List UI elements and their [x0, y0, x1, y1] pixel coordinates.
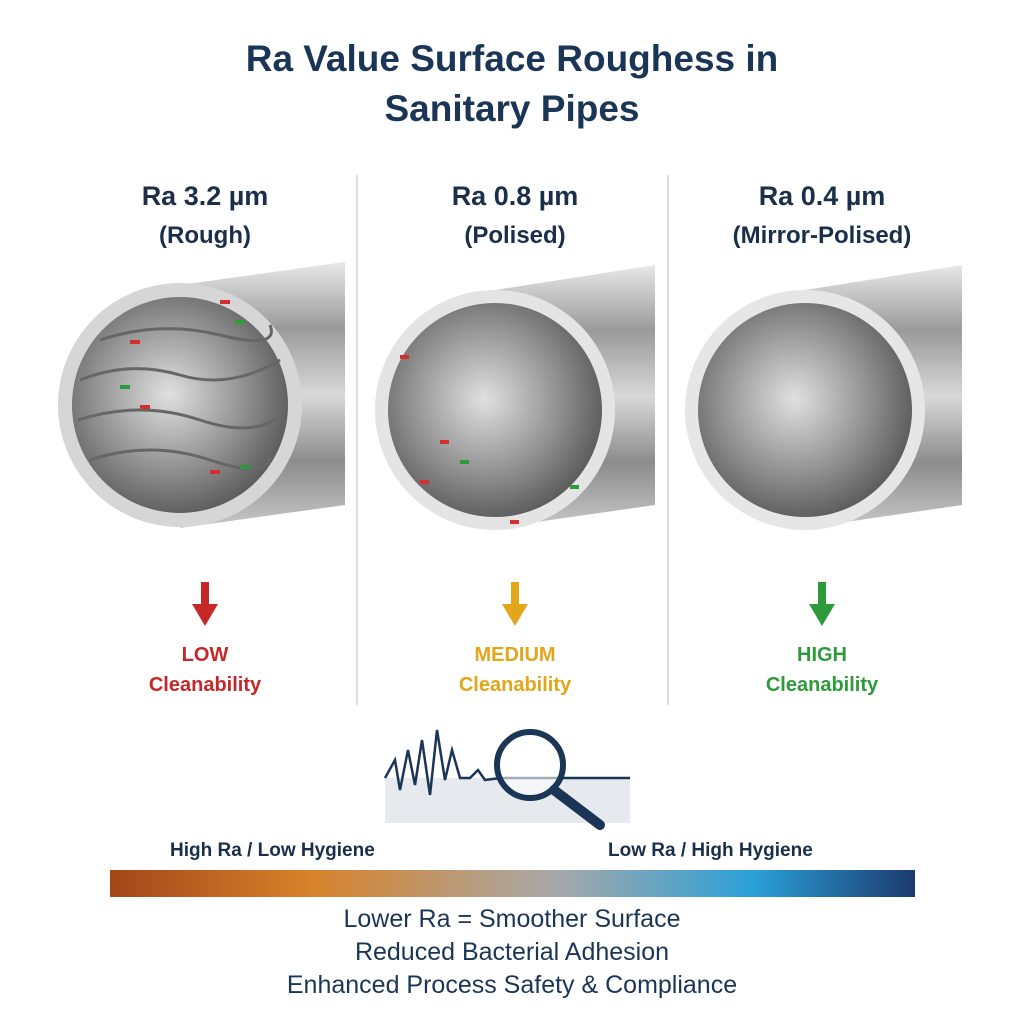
- pipe-rough: [58, 262, 345, 528]
- scale-right-label: Low Ra / High Hygiene: [608, 840, 813, 861]
- panel-subheading: (Rough): [159, 222, 251, 249]
- panel-heading: Ra 3.2 µm: [141, 181, 269, 211]
- roughness-icon: [383, 729, 630, 830]
- cleanability-caption: Cleanability: [765, 674, 879, 696]
- cleanability-level: MEDIUM: [474, 644, 556, 666]
- cleanability-level: HIGH: [797, 644, 847, 666]
- footer-line: Enhanced Process Safety & Compliance: [286, 971, 738, 999]
- cleanability-level: LOW: [181, 644, 229, 666]
- footer-line: Reduced Bacterial Adhesion: [354, 938, 670, 966]
- footer-line: Lower Ra = Smoother Surface: [343, 905, 681, 933]
- cleanability-caption: Cleanability: [458, 674, 572, 696]
- title: Ra Value Surface Roughess in Sanitary Pi…: [245, 38, 779, 129]
- hygiene-scale: [110, 870, 915, 897]
- scale-left-label: High Ra / Low Hygiene: [170, 840, 375, 861]
- pipe-mirror: [685, 265, 962, 530]
- panel-subheading: (Polised): [464, 222, 566, 249]
- arrow: [809, 582, 835, 626]
- panel-heading: Ra 0.4 µm: [758, 181, 886, 211]
- panel-subheading: (Mirror-Polised): [732, 222, 912, 249]
- panel-heading: Ra 0.8 µm: [451, 181, 579, 211]
- arrow: [192, 582, 218, 626]
- cleanability-caption: Cleanability: [148, 674, 262, 696]
- arrow: [502, 582, 528, 626]
- pipe-polished: [375, 265, 655, 530]
